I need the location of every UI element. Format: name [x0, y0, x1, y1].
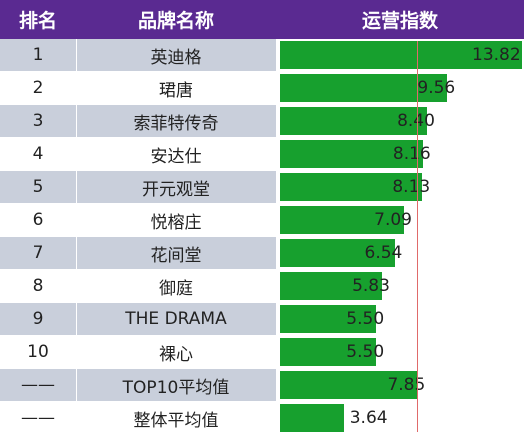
- column-divider: [76, 39, 77, 433]
- operation-index-bar: [280, 206, 405, 234]
- row-divider: [0, 203, 524, 204]
- operation-index-bar: [280, 338, 377, 366]
- rank-cell: 9: [0, 303, 76, 335]
- table-row: 8 御庭 5.83: [0, 270, 524, 302]
- rank-cell: 6: [0, 204, 76, 236]
- row-divider: [0, 368, 524, 369]
- operation-index-cell: 13.82: [276, 39, 524, 71]
- table-row: 6 悦榕庄 7.09: [0, 204, 524, 236]
- operation-index-cell: 7.09: [276, 204, 524, 236]
- header-rank: 排名: [0, 0, 76, 39]
- operation-index-value: 3.64: [349, 408, 388, 428]
- row-divider: [0, 170, 524, 171]
- operation-index-value: 7.85: [387, 375, 426, 395]
- operation-index-value: 5.50: [346, 342, 385, 362]
- row-divider: [0, 104, 524, 105]
- operation-index-bar: [280, 272, 383, 300]
- rank-cell: 5: [0, 171, 76, 203]
- brand-name-cell: 裸心: [76, 336, 276, 368]
- operation-index-cell: 5.50: [276, 303, 524, 335]
- brand-name-cell: 悦榕庄: [76, 204, 276, 236]
- brand-name-cell: 花间堂: [76, 237, 276, 269]
- brand-name-cell: 英迪格: [76, 39, 276, 71]
- operation-index-cell: 8.16: [276, 138, 524, 170]
- brand-name-cell: 整体平均值: [76, 402, 276, 433]
- table-row: 5 开元观堂 8.13: [0, 171, 524, 203]
- row-divider: [0, 302, 524, 303]
- table-row: 1 英迪格 13.82: [0, 39, 524, 71]
- row-divider: [0, 401, 524, 402]
- brand-name-cell: 索菲特传奇: [76, 105, 276, 137]
- row-divider: [0, 236, 524, 237]
- rank-cell: ——: [0, 369, 76, 401]
- table-row: 7 花间堂 6.54: [0, 237, 524, 269]
- operation-index-value: 7.09: [374, 210, 412, 230]
- table-row: 10 裸心 5.50: [0, 336, 524, 368]
- table-row: 4 安达仕 8.16: [0, 138, 524, 170]
- operation-index-value: 5.50: [346, 309, 385, 329]
- rank-cell: 7: [0, 237, 76, 269]
- operation-index-value: 6.54: [364, 243, 403, 263]
- operation-index-bar: [280, 173, 423, 201]
- row-divider: [0, 137, 524, 138]
- operation-index-bar: [280, 305, 377, 333]
- operation-index-cell: 3.64: [276, 402, 524, 433]
- row-divider: [0, 71, 524, 72]
- brand-name-cell: 珺唐: [76, 72, 276, 104]
- rank-cell: 8: [0, 270, 76, 302]
- table-row: 9 THE DRAMA 5.50: [0, 303, 524, 335]
- brand-name-cell: TOP10平均值: [76, 369, 276, 401]
- operation-index-bar: [280, 404, 344, 432]
- top10-average-reference-line: [417, 41, 419, 432]
- operation-index-value: 8.16: [392, 144, 431, 164]
- row-divider: [0, 269, 524, 270]
- operation-index-cell: 8.13: [276, 171, 524, 203]
- column-divider: [276, 39, 277, 433]
- operation-index-bar: [280, 41, 522, 69]
- rank-cell: 1: [0, 39, 76, 71]
- table-row: —— TOP10平均值 7.85: [0, 369, 524, 401]
- table-row: 2 珺唐 9.56: [0, 72, 524, 104]
- operation-index-cell: 8.40: [276, 105, 524, 137]
- table-row: 3 索菲特传奇 8.40: [0, 105, 524, 137]
- rank-cell: 3: [0, 105, 76, 137]
- operation-index-value: 13.82: [472, 45, 521, 65]
- operation-index-cell: 9.56: [276, 72, 524, 104]
- brand-name-cell: 开元观堂: [76, 171, 276, 203]
- operation-index-value: 5.83: [352, 276, 390, 296]
- operation-index-bar: [280, 74, 448, 102]
- operation-index-value: 9.56: [417, 78, 456, 98]
- operation-index-cell: 5.50: [276, 336, 524, 368]
- header-operation-index: 运营指数: [276, 0, 524, 39]
- operation-index-cell: 6.54: [276, 237, 524, 269]
- operation-index-value: 8.13: [392, 177, 431, 197]
- operation-index-bar: [280, 371, 418, 399]
- operation-index-bar: [280, 239, 395, 267]
- brand-name-cell: 安达仕: [76, 138, 276, 170]
- rank-cell: 10: [0, 336, 76, 368]
- brand-name-cell: 御庭: [76, 270, 276, 302]
- operation-index-cell: 7.85: [276, 369, 524, 401]
- header-brand-name: 品牌名称: [76, 0, 276, 39]
- brand-name-cell: THE DRAMA: [76, 303, 276, 335]
- operation-index-value: 8.40: [397, 111, 435, 131]
- operation-index-bar: [280, 107, 428, 135]
- row-divider: [0, 335, 524, 336]
- operation-index-bar: [280, 140, 423, 168]
- operation-index-cell: 5.83: [276, 270, 524, 302]
- rank-cell: 4: [0, 138, 76, 170]
- rank-cell: 2: [0, 72, 76, 104]
- rank-cell: ——: [0, 402, 76, 433]
- table-row: —— 整体平均值 3.64: [0, 402, 524, 433]
